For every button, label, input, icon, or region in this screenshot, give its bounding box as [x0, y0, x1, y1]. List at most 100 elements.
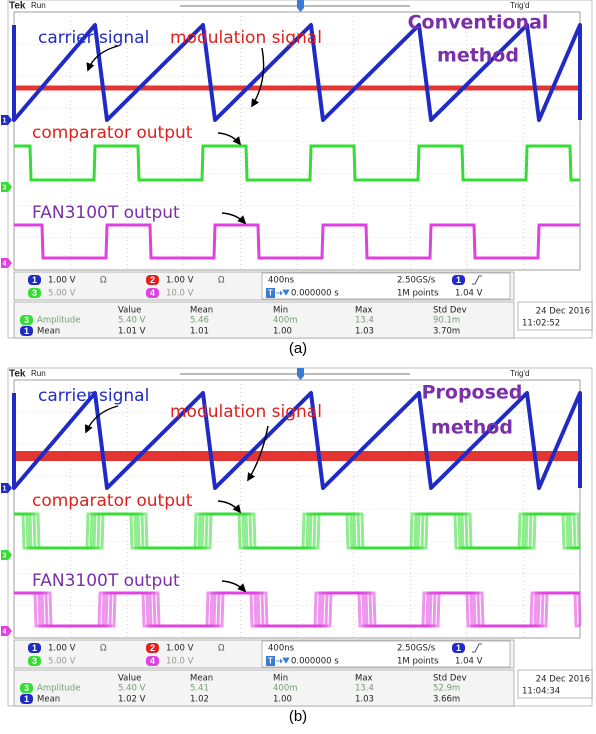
run-state: Run — [31, 369, 46, 378]
date: 24 Dec 2016 — [536, 675, 590, 685]
channel-id: 1 — [24, 694, 29, 704]
measurement-column: Mean — [190, 306, 213, 316]
channel-marker-id: 4 — [3, 628, 7, 635]
channel-id: 1 — [24, 326, 29, 336]
annotation: modulation signal — [170, 402, 322, 422]
measurement-name: Mean — [37, 695, 60, 705]
measurement-value: 1.03 — [355, 695, 374, 705]
trigger-level: 1.04 V — [455, 657, 483, 667]
measurement-column: Max — [355, 674, 373, 684]
channel-marker-id: 4 — [3, 260, 7, 267]
measurement-value: 1.00 — [273, 695, 292, 705]
channel-id: 1 — [456, 275, 461, 285]
channel-id: 3 — [32, 288, 37, 298]
measurement-name: Amplitude — [37, 684, 81, 694]
annotation: carrier signal — [38, 28, 149, 48]
channel-marker-id: 1 — [3, 117, 7, 124]
channel-id: 1 — [32, 275, 37, 285]
timebase-scale: 400ns — [268, 644, 295, 654]
trigger-state: Trig'd — [510, 1, 529, 10]
measurement-value: 13.4 — [355, 316, 374, 326]
annotation: modulation signal — [170, 28, 322, 48]
channel-impedance: Ω — [218, 276, 225, 286]
channel-scale: 1.00 V — [48, 644, 76, 654]
channel-marker-id: 3 — [3, 184, 7, 191]
run-state: Run — [31, 1, 46, 10]
measurement-value: 13.4 — [355, 684, 374, 694]
channel-scale: 1.00 V — [166, 644, 194, 654]
channel-id: 1 — [32, 643, 37, 653]
measurement-column: Std Dev — [433, 674, 467, 684]
timebase-scale: 400ns — [268, 276, 295, 286]
channel-id: 2 — [150, 643, 155, 653]
channel-impedance: Ω — [100, 276, 107, 286]
annotation: comparator output — [32, 491, 193, 511]
measurement-column: Min — [273, 306, 288, 316]
channel-id: 2 — [150, 275, 155, 285]
sample-rate: 2.50GS/s — [397, 276, 436, 286]
channel-scale: 1.00 V — [48, 276, 76, 286]
measurement-name: Amplitude — [37, 316, 81, 326]
measurement-value: 52.9m — [433, 684, 460, 694]
time: 11:02:52 — [522, 319, 560, 329]
time: 11:04:34 — [522, 687, 560, 697]
record-length: 1M points — [397, 657, 439, 667]
measurement-value: 1.01 V — [118, 327, 146, 337]
measurement-column: Value — [118, 674, 141, 684]
horizontal-position: 0.000000 s — [291, 657, 339, 667]
channel-scale: 10.0 V — [166, 657, 194, 667]
channel-id: 3 — [24, 683, 29, 693]
measurement-value: 5.40 V — [118, 684, 146, 694]
measurement-value: 5.46 — [190, 316, 209, 326]
channel-impedance: Ω — [100, 644, 107, 654]
trigger-state: Trig'd — [510, 369, 529, 378]
measurement-value: 5.40 V — [118, 316, 146, 326]
method-label: method — [437, 45, 519, 67]
channel-id: 3 — [24, 315, 29, 325]
method-label: Conventional — [408, 12, 549, 34]
channel-marker-id: 1 — [3, 485, 7, 492]
measurement-value: 1.00 — [273, 327, 292, 337]
measurement-value: 400m — [273, 684, 298, 694]
caption: (b) — [289, 708, 307, 725]
measurement-column: Min — [273, 674, 288, 684]
measurement-value: 5.41 — [190, 684, 209, 694]
channel-scale: 10.0 V — [166, 289, 194, 299]
brand: Tek — [9, 369, 26, 380]
measurement-value: 90.1m — [433, 316, 460, 326]
annotation: comparator output — [32, 123, 193, 143]
annotation: FAN3100T output — [32, 203, 180, 223]
measurement-value: 3.70m — [433, 327, 460, 337]
measurement-value: 400m — [273, 316, 298, 326]
annotation: carrier signal — [38, 386, 149, 406]
trigger-tag-text: T — [268, 289, 273, 298]
measurement-column: Std Dev — [433, 306, 467, 316]
measurement-value: 3.66m — [433, 695, 460, 705]
channel-marker-id: 3 — [3, 552, 7, 559]
channel-scale: 5.00 V — [48, 657, 76, 667]
figure: TekRunTrig'd134carrier signalmodulation … — [0, 0, 596, 734]
channel-id: 3 — [32, 656, 37, 666]
channel-id: 1 — [456, 643, 461, 653]
channel-id: 4 — [150, 288, 155, 298]
caption: (a) — [289, 340, 307, 357]
channel-scale: 5.00 V — [48, 289, 76, 299]
measurement-value: 1.03 — [355, 327, 374, 337]
record-length: 1M points — [397, 289, 439, 299]
brand: Tek — [9, 1, 26, 12]
measurement-value: 1.01 — [190, 327, 209, 337]
channel-impedance: Ω — [218, 644, 225, 654]
measurement-name: Mean — [37, 327, 60, 337]
sample-rate: 2.50GS/s — [397, 644, 436, 654]
method-label: method — [431, 417, 513, 439]
measurement-column: Value — [118, 306, 141, 316]
scope-panel: TekRunTrig'd134carrier signalmodulation … — [1, 368, 592, 725]
measurement-column: Max — [355, 306, 373, 316]
measurement-column: Mean — [190, 674, 213, 684]
measurement-value: 1.02 — [190, 695, 209, 705]
trigger-level: 1.04 V — [455, 289, 483, 299]
measurement-value: 1.02 V — [118, 695, 146, 705]
channel-id: 4 — [150, 656, 155, 666]
method-label: Proposed — [422, 382, 523, 404]
